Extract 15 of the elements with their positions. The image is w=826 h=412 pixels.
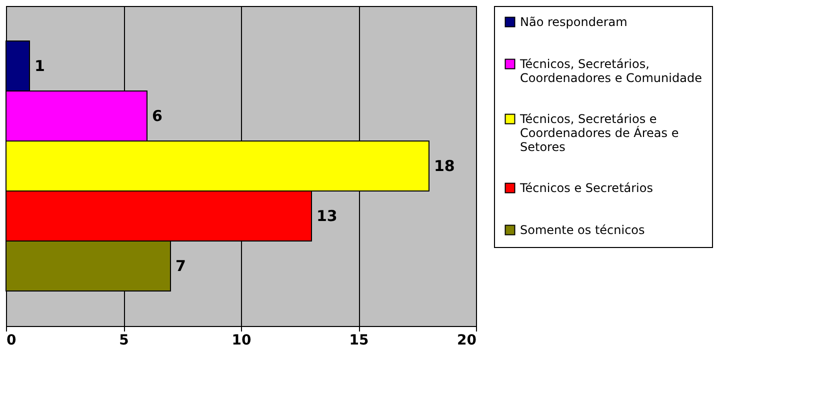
data-label: 7 — [176, 257, 186, 275]
x-tick-label: 5 — [119, 332, 129, 348]
data-label: 1 — [34, 57, 45, 75]
legend-label: Técnicos e Secretários — [519, 181, 653, 195]
data-label: 13 — [316, 207, 338, 225]
x-tick-label: 20 — [457, 332, 477, 348]
x-tick-label: 15 — [349, 332, 369, 348]
legend-label: Somente os técnicos — [520, 223, 645, 237]
legend-label: Técnicos, Secretários e Coordenadores de Áreas e Setores — [519, 112, 679, 154]
legend-label: Técnicos, Secretários, Coordenadores e Comunidade — [519, 57, 702, 85]
data-label: 18 — [434, 157, 455, 175]
x-tick-label: 0 — [6, 332, 16, 348]
x-tick-label: 10 — [232, 332, 252, 348]
data-label: 6 — [152, 107, 162, 125]
legend-label: Não responderam — [520, 15, 628, 29]
